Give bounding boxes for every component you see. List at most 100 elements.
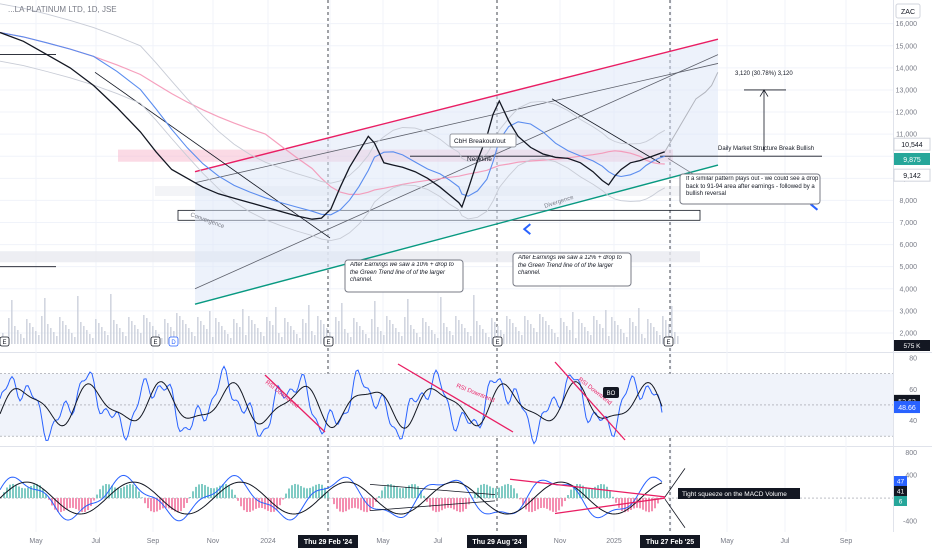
volume-bar [203, 325, 205, 344]
macd-hist-bar [378, 496, 380, 498]
macd-hist-bar [567, 495, 569, 498]
macd-hist-bar [642, 498, 644, 510]
neckline-label: Neckline [467, 156, 492, 163]
volume-bar [314, 335, 316, 344]
macd-hist-bar [444, 498, 446, 509]
currency-badge: ZAC [901, 9, 915, 16]
macd-hist-bar [159, 498, 161, 510]
time-tick-label: Sep [147, 538, 160, 545]
macd-hist-bar [546, 498, 548, 509]
volume-bar [443, 323, 445, 344]
volume-bar [437, 338, 439, 344]
macd-hist-bar [591, 488, 593, 498]
volume-bar [419, 337, 421, 344]
volume-bar [65, 325, 67, 344]
macd-hist-bar [195, 487, 197, 498]
macd-hist-bar [189, 497, 191, 498]
volume-bar [134, 325, 136, 344]
volume-bar [338, 321, 340, 344]
volume-bar [518, 331, 520, 344]
macd-hist-bar [351, 498, 353, 508]
macd-hist-bar [381, 490, 383, 498]
rsi-pane[interactable] [0, 362, 893, 444]
macd-hist-bar [117, 488, 119, 498]
volume-bar [590, 335, 592, 344]
volume-bar [89, 334, 91, 344]
macd-hist-bar [537, 498, 539, 509]
volume-bar [68, 329, 70, 344]
breakout-arrow-down[interactable] [665, 499, 685, 528]
rsi-tick-label: 40 [909, 418, 917, 425]
price-tick-label: 6,000 [899, 242, 917, 249]
price-tick-label: 8,000 [899, 198, 917, 205]
macd-hist-bar [138, 492, 140, 499]
volume-bar [527, 320, 529, 344]
rsi-tick-label: 60 [909, 387, 917, 394]
volume-bar [353, 318, 355, 344]
volume-bar [605, 310, 607, 344]
volume-bar [359, 326, 361, 344]
volume-bar [128, 317, 130, 344]
macd-value-text: 47 [897, 479, 905, 486]
macd-hist-bar [333, 498, 335, 504]
volume-bar [206, 329, 208, 344]
time-tick-label: 2025 [606, 538, 622, 545]
volume-bar [623, 333, 625, 344]
volume-bar [26, 319, 28, 344]
volume-bar [344, 329, 346, 344]
volume-bar [59, 317, 61, 344]
volume-bar [77, 296, 79, 344]
macd-hist-bar [21, 488, 23, 498]
time-tick-label: Jul [434, 538, 443, 545]
event-marker-label: E [666, 340, 670, 346]
event-marker-label: E [2, 340, 6, 346]
volume-bar [458, 320, 460, 344]
macd-hist-bar [216, 487, 218, 498]
volume-bar [581, 323, 583, 344]
volume-bar [317, 316, 319, 344]
volume-bar [224, 330, 226, 344]
macd-hist-bar [150, 498, 152, 511]
macd-hist-bar [528, 498, 530, 512]
volume-bar [200, 321, 202, 344]
highlighted-date-label: Thu 29 Aug '24 [472, 539, 521, 546]
volume-bar [569, 330, 571, 344]
volume-bar [20, 334, 22, 344]
macd-hist-bar [447, 498, 449, 508]
macd-hist-bar [231, 489, 233, 498]
macd-hist-bar [570, 490, 572, 498]
price-tick-label: 3,000 [899, 308, 917, 315]
macd-hist-bar [498, 488, 500, 498]
macd-hist-bar [354, 498, 356, 508]
volume-bar [389, 320, 391, 344]
volume-bar [428, 326, 430, 344]
volume-bar [587, 331, 589, 344]
macd-hist-bar [126, 485, 128, 498]
volume-badge-text: 575 K [904, 343, 922, 350]
macd-hist-bar [258, 498, 260, 508]
macd-hist-bar [534, 498, 536, 511]
volume-bar [302, 319, 304, 344]
volume-bar [92, 338, 94, 344]
price-tick-label: 12,000 [896, 110, 918, 117]
highlighted-date-label: Thu 27 Feb '25 [646, 539, 694, 546]
volume-bar [242, 309, 244, 344]
macd-hist-bar [63, 498, 65, 511]
volume-bar [305, 323, 307, 344]
volume-bar [179, 316, 181, 344]
macd-hist-bar [90, 498, 92, 506]
macd-hist-bar [372, 498, 374, 507]
price-tick-label: 4,000 [899, 286, 917, 293]
volume-bar [425, 322, 427, 344]
volume-bar [557, 337, 559, 344]
volume-bar [488, 337, 490, 344]
volume-bar [641, 334, 643, 344]
symbol-title: ...LA PLATINUM LTD, 1D, JSE [8, 5, 117, 14]
volume-bar [266, 317, 268, 344]
macd-hist-bar [468, 498, 470, 504]
volume-bar [479, 325, 481, 344]
volume-bar [95, 319, 97, 344]
macd-hist-bar [543, 498, 545, 508]
